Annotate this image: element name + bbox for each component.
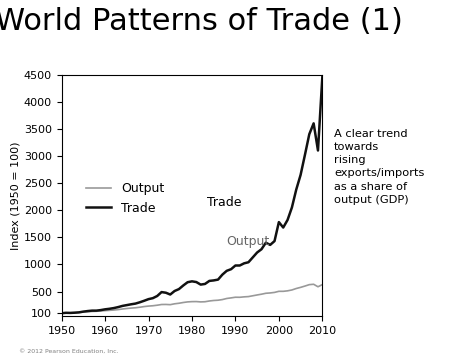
Trade bbox=[319, 75, 325, 80]
Legend: Output, Trade: Output, Trade bbox=[81, 178, 169, 220]
Text: Output: Output bbox=[227, 235, 270, 248]
Y-axis label: Index (1950 = 100): Index (1950 = 100) bbox=[11, 141, 21, 250]
Text: A clear trend
towards
rising
exports/imports
as a share of
output (GDP): A clear trend towards rising exports/imp… bbox=[334, 129, 425, 205]
Output bbox=[285, 289, 291, 293]
Trade bbox=[198, 283, 203, 287]
Line: Trade: Trade bbox=[62, 77, 322, 313]
Trade bbox=[119, 304, 125, 308]
Output bbox=[119, 307, 125, 311]
Output bbox=[319, 283, 325, 287]
Trade bbox=[285, 218, 291, 222]
Line: Output: Output bbox=[62, 284, 322, 313]
Text: World Patterns of Trade (1): World Patterns of Trade (1) bbox=[0, 7, 403, 36]
Text: © 2012 Pearson Education, Inc.: © 2012 Pearson Education, Inc. bbox=[19, 349, 118, 354]
Trade bbox=[111, 306, 117, 310]
Output bbox=[59, 311, 64, 315]
Output bbox=[198, 300, 203, 304]
Trade bbox=[150, 296, 155, 300]
Trade bbox=[59, 311, 64, 315]
Output bbox=[150, 304, 155, 308]
Text: Trade: Trade bbox=[207, 196, 242, 209]
Output bbox=[215, 298, 221, 302]
Trade bbox=[215, 278, 221, 282]
Output bbox=[111, 308, 117, 312]
Output bbox=[311, 282, 317, 286]
